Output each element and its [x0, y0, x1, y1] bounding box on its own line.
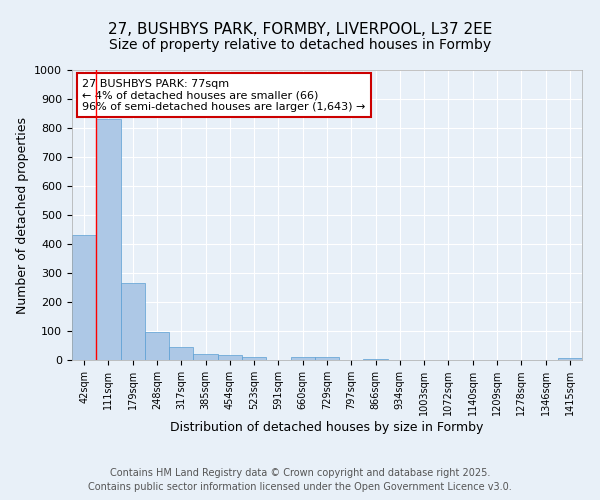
X-axis label: Distribution of detached houses by size in Formby: Distribution of detached houses by size … — [170, 421, 484, 434]
Bar — [72, 234, 96, 360]
Text: 27, BUSHBYS PARK, FORMBY, LIVERPOOL, L37 2EE: 27, BUSHBYS PARK, FORMBY, LIVERPOOL, L37… — [108, 22, 492, 38]
Bar — [558, 358, 582, 360]
Bar — [145, 332, 169, 360]
Bar — [290, 357, 315, 360]
Bar — [121, 283, 145, 360]
Bar — [218, 355, 242, 360]
Bar — [169, 347, 193, 360]
Text: 27 BUSHBYS PARK: 77sqm
← 4% of detached houses are smaller (66)
96% of semi-deta: 27 BUSHBYS PARK: 77sqm ← 4% of detached … — [82, 78, 365, 112]
Text: Contains public sector information licensed under the Open Government Licence v3: Contains public sector information licen… — [88, 482, 512, 492]
Text: Contains HM Land Registry data © Crown copyright and database right 2025.: Contains HM Land Registry data © Crown c… — [110, 468, 490, 477]
Bar — [315, 357, 339, 360]
Bar — [96, 120, 121, 360]
Bar — [193, 354, 218, 360]
Text: Size of property relative to detached houses in Formby: Size of property relative to detached ho… — [109, 38, 491, 52]
Bar — [242, 357, 266, 360]
Y-axis label: Number of detached properties: Number of detached properties — [16, 116, 29, 314]
Bar — [364, 358, 388, 360]
